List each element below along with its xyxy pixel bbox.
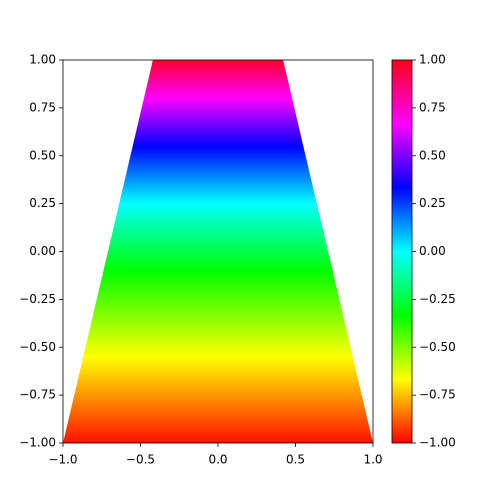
y-tick-label: 0.75: [29, 100, 56, 114]
x-tick-label: 0.5: [286, 453, 305, 467]
colorbar-tick-label: 1.00: [419, 53, 446, 67]
x-tick-label: 1.0: [363, 453, 382, 467]
x-tick-label: −1.0: [48, 453, 77, 467]
colorbar-tick-label: 0.25: [419, 196, 446, 210]
y-tick-label: −0.75: [19, 388, 56, 402]
x-tick-label: −0.5: [126, 453, 155, 467]
colorbar-tick-label: −0.75: [419, 388, 456, 402]
y-tick-label: −0.50: [19, 340, 56, 354]
filled-region: [63, 60, 373, 443]
colorbar-tick-label: 0.00: [419, 244, 446, 258]
y-tick-label: 0.25: [29, 196, 56, 210]
y-tick-label: −0.25: [19, 292, 56, 306]
colorbar-tick-label: −0.50: [419, 340, 456, 354]
colorbar-tick-label: 0.50: [419, 148, 446, 162]
x-tick-label: 0.0: [208, 453, 227, 467]
colorbar-tick-label: 0.75: [419, 100, 446, 114]
y-tick-label: −1.00: [19, 436, 56, 450]
colorbar: [391, 59, 413, 444]
colorbar-tick-label: −0.25: [419, 292, 456, 306]
colorbar-tick-label: −1.00: [419, 436, 456, 450]
y-tick-label: 0.50: [29, 148, 56, 162]
y-tick-label: 0.00: [29, 244, 56, 258]
y-tick-label: 1.00: [29, 53, 56, 67]
